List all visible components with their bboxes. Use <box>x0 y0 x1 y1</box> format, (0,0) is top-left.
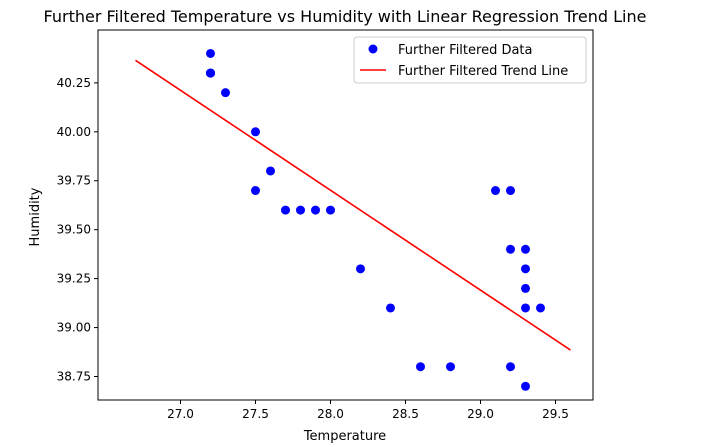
plot-frame <box>97 29 594 401</box>
scatter-point <box>266 166 275 176</box>
scatter-point <box>206 68 215 78</box>
x-axis-label: Temperature <box>303 429 386 444</box>
y-tick-label: 39.25 <box>57 272 91 286</box>
x-tick-label: 27.0 <box>167 407 194 421</box>
scatter-point <box>521 244 530 254</box>
x-tick-label: 27.5 <box>242 407 269 421</box>
x-tick-label: 29.0 <box>467 407 494 421</box>
scatter-point <box>446 362 455 372</box>
x-tick-label: 28.0 <box>317 407 344 421</box>
scatter-point <box>281 205 290 215</box>
y-tick-label: 39.75 <box>57 174 91 188</box>
legend: Further Filtered Data Further Filtered T… <box>353 36 587 84</box>
scatter-point <box>416 362 425 372</box>
y-axis-label: Humidity <box>28 187 43 246</box>
scatter-point <box>311 205 320 215</box>
chart-title: Further Filtered Temperature vs Humidity… <box>44 7 647 26</box>
scatter-point <box>521 264 530 274</box>
y-tick-label: 40.25 <box>57 76 91 90</box>
y-tick-label: 39.50 <box>57 223 91 237</box>
legend-box <box>353 36 587 84</box>
x-tick-label: 28.5 <box>392 407 419 421</box>
scatter-point <box>521 381 530 391</box>
plot-area <box>135 48 571 391</box>
y-tick-label: 39.00 <box>57 321 91 335</box>
trend-line <box>135 59 571 351</box>
scatter-point <box>206 48 215 58</box>
scatter-point <box>251 127 260 137</box>
scatter-point <box>506 186 515 196</box>
scatter-point <box>356 264 365 274</box>
scatter-point <box>251 186 260 196</box>
y-tick-label: 40.00 <box>57 125 91 139</box>
scatter-point <box>521 283 530 293</box>
x-axis: 27.0 27.5 28.0 28.5 29.0 29.5 <box>167 400 569 421</box>
legend-label-trend-line: Further Filtered Trend Line <box>398 64 568 79</box>
scatter-point <box>221 88 230 98</box>
legend-marker-data <box>368 44 378 54</box>
y-tick-label: 38.75 <box>57 370 91 384</box>
y-axis: 38.75 39.00 39.25 39.50 39.75 40.00 40.25 <box>57 76 98 384</box>
x-tick-label: 29.5 <box>542 407 569 421</box>
scatter-point <box>326 205 335 215</box>
legend-label-data: Further Filtered Data <box>398 43 533 58</box>
scatter-point <box>491 186 500 196</box>
scatter-point <box>506 244 515 254</box>
scatter-point <box>296 205 305 215</box>
scatter-point <box>536 303 545 313</box>
scatter-point <box>506 362 515 372</box>
scatter-point <box>521 303 530 313</box>
scatter-point <box>386 303 395 313</box>
